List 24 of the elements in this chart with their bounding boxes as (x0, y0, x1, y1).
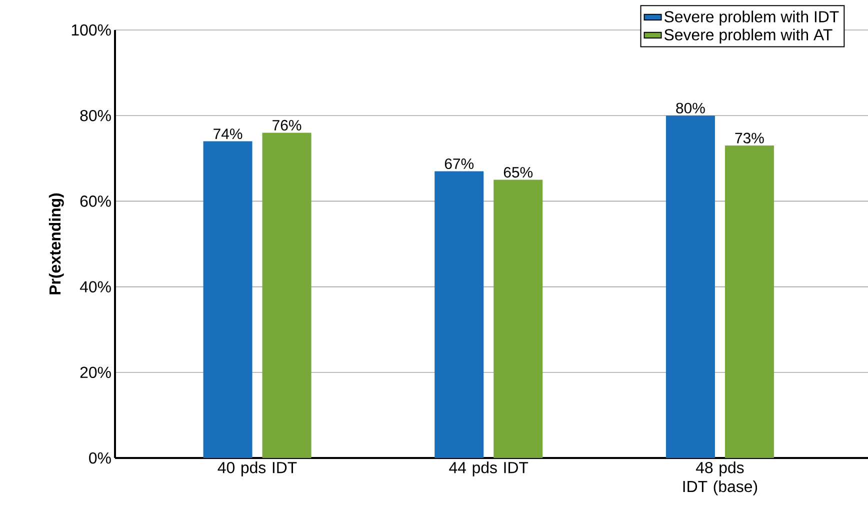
y-tick-label: 20% (80, 366, 111, 378)
y-tick-label: 60% (80, 196, 111, 207)
data-label: 80% (676, 102, 705, 114)
data-label: 67% (444, 158, 474, 170)
bar (494, 180, 543, 458)
data-label: 65% (504, 167, 533, 178)
bar (203, 141, 252, 458)
data-label: 74% (214, 128, 242, 140)
y-tick-label: 40% (80, 281, 111, 292)
x-tick-label: 40 pds IDT (218, 462, 297, 476)
y-tick-label: 80% (80, 110, 111, 122)
bar (724, 146, 774, 458)
bar (666, 116, 715, 458)
bar (262, 132, 312, 458)
bar (434, 171, 484, 458)
data-label: 73% (735, 132, 764, 144)
x-tick-label: 44 pds IDT (449, 462, 528, 476)
legend-label: Severe problem with IDT (664, 10, 839, 26)
data-label: 76% (272, 120, 302, 131)
y-tick-label: 0% (89, 452, 111, 464)
x-tick-label: 48 pds IDT (base) (683, 462, 758, 496)
legend-label: Severe problem with AT (664, 28, 832, 44)
y-tick-label: 100% (72, 24, 111, 36)
y-axis-title: Pr(extending) (48, 193, 64, 294)
